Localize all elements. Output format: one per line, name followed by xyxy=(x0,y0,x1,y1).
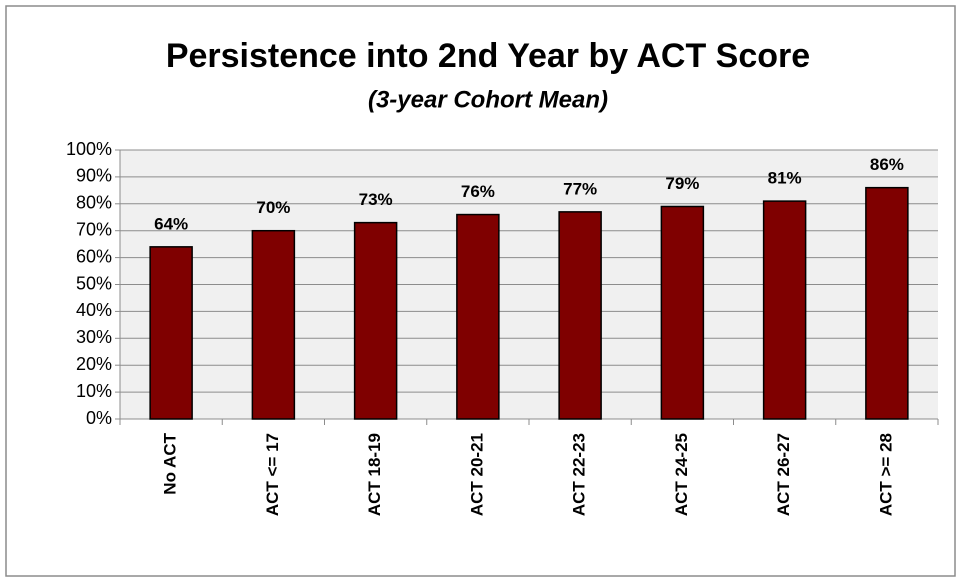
y-tick-label: 50% xyxy=(76,273,112,293)
y-tick-label: 10% xyxy=(76,381,112,401)
data-label: 76% xyxy=(461,182,495,201)
chart-subtitle: (3-year Cohort Mean) xyxy=(368,86,608,113)
bar xyxy=(353,221,398,420)
bar xyxy=(762,200,807,420)
data-label: 77% xyxy=(563,179,597,198)
y-tick-label: 0% xyxy=(86,408,112,428)
x-tick-label: ACT <= 17 xyxy=(263,433,282,516)
bar xyxy=(251,229,296,420)
data-label: 86% xyxy=(870,155,904,174)
x-tick-label: ACT 24-25 xyxy=(672,433,691,516)
x-tick-label: ACT >= 28 xyxy=(876,433,895,516)
bar xyxy=(456,213,500,420)
y-tick-label: 20% xyxy=(76,354,112,374)
x-tick-label: ACT 18-19 xyxy=(365,433,384,516)
x-tick-label: No ACT xyxy=(161,432,180,494)
x-tick-label: ACT 20-21 xyxy=(467,433,486,516)
y-tick-label: 70% xyxy=(76,219,112,239)
y-tick-label: 60% xyxy=(76,246,112,266)
x-tick-label: ACT 22-23 xyxy=(570,433,589,516)
y-tick-label: 100% xyxy=(66,139,112,159)
bar xyxy=(660,205,705,420)
bar xyxy=(865,186,909,420)
data-label: 81% xyxy=(768,169,802,188)
y-tick-label: 30% xyxy=(76,327,112,347)
data-label: 73% xyxy=(359,190,393,209)
y-tick-label: 40% xyxy=(76,300,112,320)
x-tick-label: ACT 26-27 xyxy=(774,433,793,516)
data-label: 64% xyxy=(154,214,188,233)
bar xyxy=(558,211,602,420)
data-label: 70% xyxy=(256,198,290,217)
data-label: 79% xyxy=(665,174,699,193)
chart-title: Persistence into 2nd Year by ACT Score xyxy=(166,37,810,75)
bar xyxy=(149,246,193,420)
y-tick-label: 90% xyxy=(76,166,112,186)
y-tick-label: 80% xyxy=(76,193,112,213)
